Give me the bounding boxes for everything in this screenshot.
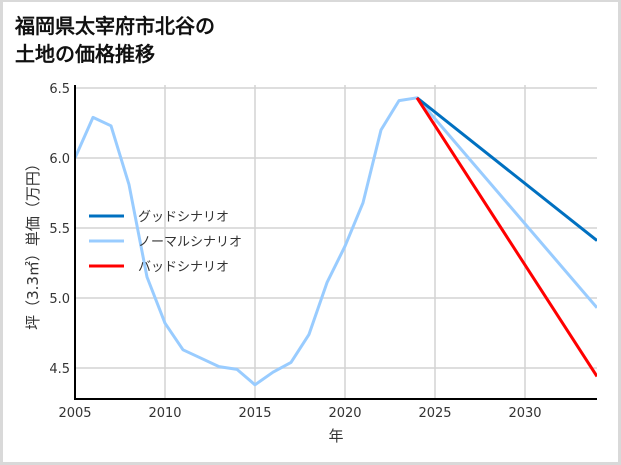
- grid-lines: [74, 85, 597, 399]
- y-tick-label: 4.5: [49, 362, 70, 377]
- legend-label: ノーマルシナリオ: [138, 235, 242, 250]
- y-tick-label: 6.5: [49, 82, 70, 97]
- series-lines: [75, 96, 597, 387]
- x-tick-label: 2020: [328, 406, 361, 421]
- y-tick-labels: 4.5 5.0 5.5 6.0 6.5: [49, 82, 70, 377]
- y-tick-label: 5.0: [49, 292, 70, 307]
- series-line-0: [416, 96, 597, 242]
- x-tick-label: 2010: [148, 406, 181, 421]
- x-tick-labels: 2005 2010 2015 2020 2025 2030: [58, 406, 541, 421]
- x-tick-label: 2015: [238, 406, 271, 421]
- x-axis-label: 年: [328, 427, 343, 445]
- chart-title-line1: 福岡県太宰府市北谷の: [15, 14, 215, 38]
- legend-label: バッドシナリオ: [138, 260, 229, 275]
- chart-title-line2: 土地の価格推移: [15, 42, 155, 66]
- chart-card: 福岡県太宰府市北谷の 土地の価格推移: [3, 2, 618, 462]
- legend-label: グッドシナリオ: [138, 210, 229, 225]
- x-tick-label: 2025: [418, 406, 451, 421]
- x-tick-label: 2005: [58, 406, 91, 421]
- y-tick-label: 6.0: [49, 152, 70, 167]
- chart-title: 福岡県太宰府市北谷の 土地の価格推移: [15, 12, 215, 68]
- series-line-1: [75, 96, 597, 387]
- y-tick-label: 5.5: [49, 222, 70, 237]
- y-axis-label: 坪（3.3㎡）単価（万円）: [24, 156, 42, 330]
- x-tick-label: 2030: [508, 406, 541, 421]
- series-line-2: [415, 96, 597, 378]
